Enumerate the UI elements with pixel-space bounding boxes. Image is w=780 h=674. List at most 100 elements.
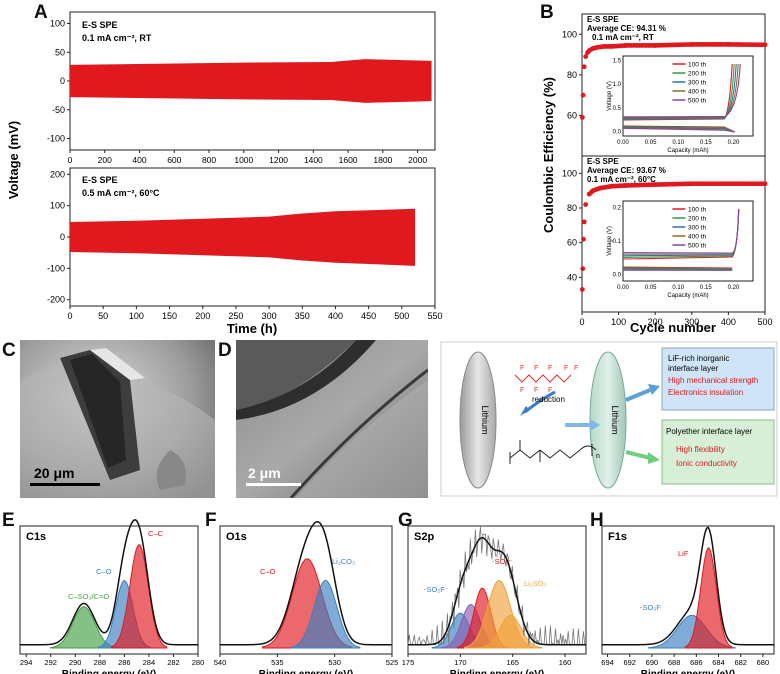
panel-i-reduction-label: reduction	[532, 395, 565, 404]
panel-h-xps-f1s: F1s LiF -SO₂F 694 692 690 688 686 684 682 680 Bindi…	[601, 525, 775, 674]
panel-e-xtick-label: 294	[20, 658, 33, 667]
panel-label-d: D	[218, 340, 232, 361]
panel-b-xtick-label: 100	[611, 317, 626, 327]
panel-b-inset-charge-curve	[622, 63, 737, 119]
panel-b-inset-legend-label: 400 th	[688, 89, 706, 96]
panel-h-xtick-label: 690	[646, 658, 659, 667]
panel-b-top-t1: E-S SPE	[587, 15, 619, 24]
panel-b-bottom-inset-xlabel: Capacity (mAh)	[667, 293, 708, 299]
panel-a-bottom-text2: 0.5 mA cm⁻², 60°C	[82, 188, 160, 198]
panel-b-inset-charge-curve	[622, 63, 733, 121]
panel-i-arrow-up-head	[648, 384, 660, 395]
panel-a-bottom-yticks: 200 100 0 -100 -200	[47, 169, 70, 305]
panel-g-xlabel: Binding energy (eV)	[450, 669, 544, 674]
panel-b-bottom-inset-curves	[622, 208, 740, 271]
panel-a-top-ytick-label: -50	[52, 105, 65, 115]
panel-a-bottom-xtick-label: 550	[427, 311, 442, 321]
panel-f-component-peak	[290, 580, 361, 649]
panel-b-top-inset-yticks: 1.5 1.0 0.5 0.0	[613, 59, 622, 136]
panel-h-frame	[601, 525, 775, 655]
panel-f-peak-label: Li₂CO₃	[332, 557, 355, 566]
panel-b-bottom-yticks: 100 80 60 40	[562, 168, 582, 282]
panel-b-inset-xtick-label: 0.15	[700, 285, 712, 291]
panel-a-top-xtick-label: 1800	[373, 155, 392, 165]
panel-b-inset-ytick-label: 1.0	[613, 82, 622, 88]
panel-a-top-ytick-label: 0	[60, 76, 65, 86]
panel-b-bottom-ytick-label: 80	[567, 203, 577, 213]
panel-a-top-voltage-band	[70, 59, 432, 103]
panel-f-xps-o1s: O1s C–O Li₂CO₃ 540 535 530 525 Binding energy (…	[214, 520, 398, 674]
panel-i-fluorine-label: F	[534, 365, 538, 372]
panel-i-box2-prop2: Ionic conductivity	[676, 459, 737, 468]
panel-e-frame	[19, 525, 199, 655]
panel-b-inset-xtick-label: 0.00	[617, 140, 629, 146]
panel-b-inset-xtick-label: 0.10	[672, 140, 684, 146]
panel-a-bottom-ytick-label: -200	[47, 295, 65, 305]
panel-b-inset-xtick-label: 0.20	[728, 285, 740, 291]
panel-a-top-xtick-label: 1600	[339, 155, 358, 165]
panel-a-chart: Voltage (mV) E-S SPE 0.1 mA cm⁻², RT 100…	[6, 11, 443, 336]
panel-b-bottom-frame	[581, 155, 766, 313]
panel-h-component-peak	[684, 547, 733, 649]
panel-a-top-xtick-label: 600	[167, 155, 181, 165]
panel-b-bottom-ce-point	[580, 266, 586, 272]
panel-b-inset-discharge-curve	[622, 127, 735, 133]
panel-g-component-peak	[478, 614, 543, 649]
panel-a-top-text1: E-S SPE	[82, 20, 118, 30]
panel-i-schematic: Lithium Lithium F F FF F FF F reduction n LiF…	[440, 341, 778, 497]
panel-b-top-ytick-label: 80	[567, 70, 577, 80]
panel-g-title: S2p	[414, 531, 434, 543]
panel-e-peak-label: C–SO₃/C=O	[68, 592, 109, 601]
panel-b-bottom-t1: E-S SPE	[587, 157, 619, 166]
panel-a-top-xtick-label: 1200	[269, 155, 288, 165]
panel-b-xtick-label: 400	[721, 317, 736, 327]
panel-b-top-inset-curves	[622, 63, 741, 133]
panel-a-ylabel: Voltage (mV)	[6, 121, 21, 200]
panel-g-xtick-label: 170	[454, 658, 467, 667]
panel-h-xlabel: Binding energy (eV)	[641, 669, 735, 674]
panel-label-f: F	[205, 510, 217, 531]
panel-c-scalebar	[30, 483, 100, 486]
panel-g-peak-label: Li₂SO₃	[524, 579, 547, 588]
panel-a-top-xtick-label: 0	[68, 155, 73, 165]
panel-b-top-inset-legend: 100 th 200 th 300 th 400 th 500 th	[672, 62, 706, 105]
panel-g-xps-s2p: S2p -SO₂F⁻ -SO₃⁻ Li₂SO₃ 175 170 165 160 Binding …	[402, 525, 587, 674]
panel-b-bottom-ytick-label: 100	[562, 168, 577, 178]
panel-b-bottom-ytick-label: 40	[567, 272, 577, 282]
panel-b-inset-discharge-curve	[622, 268, 733, 270]
panel-i-fluorine-label: F	[534, 387, 538, 394]
panel-a-bottom-xtick-label: 0	[67, 311, 72, 321]
panel-b-bottom-ce-point	[583, 202, 589, 207]
panel-f-xtick-label: 540	[214, 658, 227, 667]
panel-a-bottom-ytick-label: 100	[50, 201, 65, 211]
panel-i-disk-left-label: Lithium	[480, 405, 490, 434]
panel-b-inset-xtick-label: 0.15	[700, 140, 712, 146]
panel-a-bottom-xtick-label: 250	[228, 311, 243, 321]
panel-a-bottom-xtick-label: 500	[394, 311, 409, 321]
panel-h-peak-label: LiF	[678, 549, 689, 558]
panel-b-inset-xtick-label: 0.20	[728, 140, 740, 146]
panel-d-sem-image: 2 μm	[236, 340, 428, 498]
panel-b-top-t3: 0.1 mA cm⁻², RT	[592, 33, 654, 42]
panel-f-xtick-label: 525	[386, 658, 398, 667]
panel-b-inset-charge-curve	[622, 208, 740, 254]
panel-g-xtick-label: 175	[402, 658, 414, 667]
panel-b-top-t2: Average CE: 94.31 %	[587, 24, 666, 33]
panel-i-box1-prop1: High mechanical strength	[668, 376, 758, 385]
panel-b-inset-legend-label: 500 th	[688, 243, 706, 250]
panel-f-peak-label: C–O	[260, 567, 276, 576]
panel-a-bottom-ytick-label: 200	[50, 169, 65, 179]
panel-i-fluorine-label: F	[574, 365, 578, 372]
panel-b-bottom-inset-ylabel: Voltage (V)	[607, 226, 613, 256]
panel-b-inset-ytick-label: 0.0	[613, 129, 622, 135]
panel-h-xtick-label: 688	[668, 658, 681, 667]
panel-b-top-ce-point	[581, 64, 587, 70]
panel-i-box2-prop1: High flexibility	[676, 445, 725, 454]
panel-b-inset-ytick-label: 1.5	[613, 59, 622, 65]
panel-i-box1-title1: LiF-rich inorganic	[668, 354, 729, 363]
panel-a-bottom-xtick-label: 400	[328, 311, 343, 321]
panel-b-top-ce-point	[579, 115, 585, 120]
panel-b-top-yticks: 100 80 60	[562, 29, 582, 120]
panel-b-xtick-label: 200	[648, 317, 663, 327]
panel-h-xtick-label: 682	[734, 658, 747, 667]
